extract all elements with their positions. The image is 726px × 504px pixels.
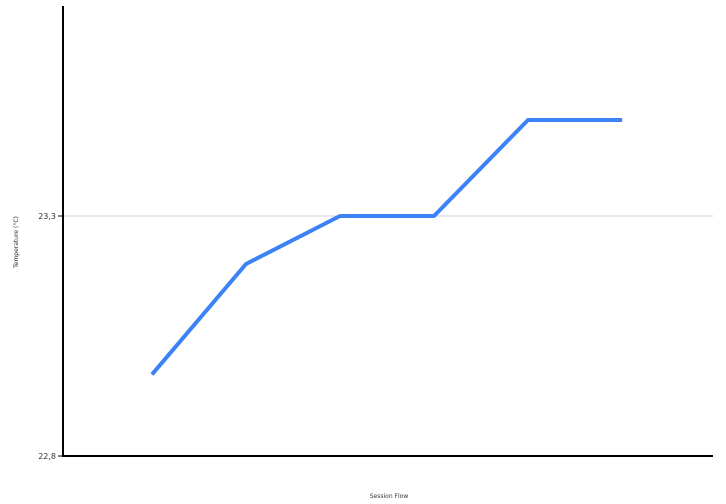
y-axis-label: Temperature (°C) <box>13 216 20 269</box>
data-point <box>621 119 623 121</box>
data-point <box>527 119 529 121</box>
series-layer <box>150 118 623 376</box>
data-point <box>245 263 247 265</box>
x-axis-label: Session Flow <box>370 493 409 500</box>
y-tick-label: 22,8 <box>38 452 56 461</box>
data-point <box>433 215 435 217</box>
data-point <box>339 215 341 217</box>
y-ticks: 22,8 23,3 <box>38 212 63 461</box>
series-line <box>150 118 622 376</box>
data-point <box>151 373 153 375</box>
y-tick-label: 23,3 <box>38 212 56 221</box>
